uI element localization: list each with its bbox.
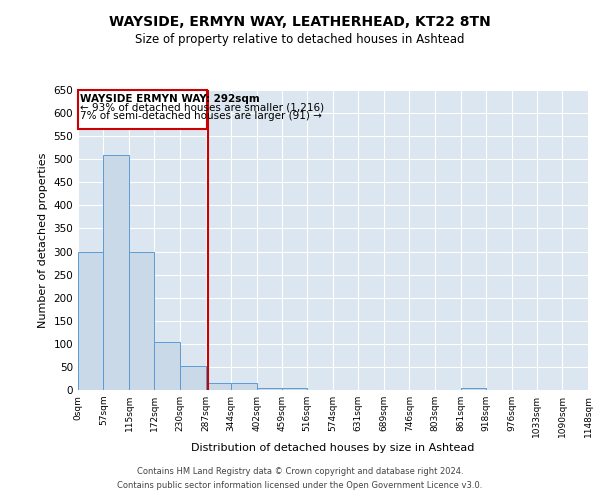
Bar [78, 90, 207, 129]
Text: ← 93% of detached houses are smaller (1,216): ← 93% of detached houses are smaller (1,… [80, 103, 324, 113]
Y-axis label: Number of detached properties: Number of detached properties [38, 152, 48, 328]
Bar [205, 383, 231, 390]
Text: Size of property relative to detached houses in Ashtead: Size of property relative to detached ho… [135, 32, 465, 46]
Bar [129, 252, 154, 390]
Bar [231, 383, 257, 390]
X-axis label: Distribution of detached houses by size in Ashtead: Distribution of detached houses by size … [191, 442, 475, 452]
Bar [257, 388, 282, 390]
Bar [78, 252, 103, 390]
Bar [461, 388, 486, 390]
Text: Contains public sector information licensed under the Open Government Licence v3: Contains public sector information licen… [118, 481, 482, 490]
Bar [154, 342, 180, 390]
Bar [180, 366, 205, 390]
Text: WAYSIDE, ERMYN WAY, LEATHERHEAD, KT22 8TN: WAYSIDE, ERMYN WAY, LEATHERHEAD, KT22 8T… [109, 15, 491, 29]
Bar [103, 154, 129, 390]
Text: Contains HM Land Registry data © Crown copyright and database right 2024.: Contains HM Land Registry data © Crown c… [137, 467, 463, 476]
Text: 7% of semi-detached houses are larger (91) →: 7% of semi-detached houses are larger (9… [80, 111, 322, 121]
Text: WAYSIDE ERMYN WAY: 292sqm: WAYSIDE ERMYN WAY: 292sqm [80, 94, 260, 104]
Bar [282, 388, 307, 390]
